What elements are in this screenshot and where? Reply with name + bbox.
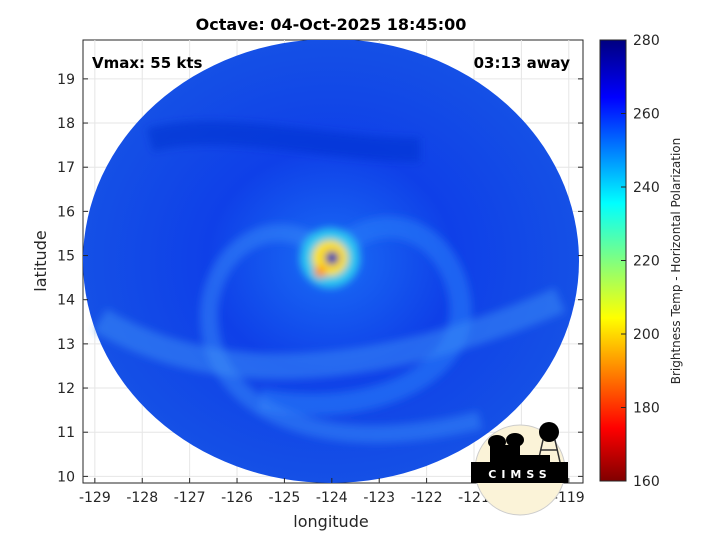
chart-title: Octave: 04-Oct-2025 18:45:00 [196, 15, 467, 34]
cimss-logo: CIMSS [471, 422, 568, 516]
colorbar-tick-label: 160 [633, 474, 660, 490]
y-tick-label: 19 [57, 72, 75, 88]
x-tick-label: -127 [174, 490, 206, 506]
x-tick-label: -128 [126, 490, 158, 506]
microwave-image [83, 40, 579, 483]
colorbar-tick-label: 220 [633, 254, 660, 270]
x-tick-label: -124 [316, 490, 348, 506]
x-tick-label: -119 [553, 490, 585, 506]
x-axis-label: longitude [293, 512, 368, 531]
x-tick-label: -125 [269, 490, 301, 506]
colorbar-label: Brightness Temp - Horizontal Polarizatio… [669, 138, 683, 385]
colorbar-tick-label: 280 [633, 33, 660, 49]
x-tick-label: -123 [363, 490, 395, 506]
colorbar-tick-label: 260 [633, 107, 660, 123]
x-tick-label: -126 [221, 490, 253, 506]
x-tick-label: -122 [411, 490, 443, 506]
y-tick-label: 16 [57, 204, 75, 220]
colorbar-tick-label: 240 [633, 180, 660, 196]
y-axis: 10 11 12 13 14 15 16 17 18 19 [57, 72, 583, 485]
y-tick-label: 11 [57, 425, 75, 441]
x-tick-label: -129 [79, 490, 111, 506]
y-tick-label: 13 [57, 337, 75, 353]
y-axis-label: latitude [31, 230, 50, 291]
colorbar-tick-label: 180 [633, 401, 660, 417]
y-tick-label: 18 [57, 116, 75, 132]
colorbar-tick-label: 200 [633, 327, 660, 343]
y-tick-label: 10 [57, 469, 75, 485]
y-tick-label: 12 [57, 381, 75, 397]
svg-text:CIMSS: CIMSS [488, 468, 551, 481]
y-tick-label: 15 [57, 249, 75, 265]
y-tick-label: 14 [57, 293, 75, 309]
vmax-label: Vmax: 55 kts [92, 54, 202, 72]
colorbar-ticks: 160 180 200 220 240 260 280 [621, 33, 660, 490]
y-tick-label: 17 [57, 160, 75, 176]
time-away-label: 03:13 away [474, 54, 571, 72]
